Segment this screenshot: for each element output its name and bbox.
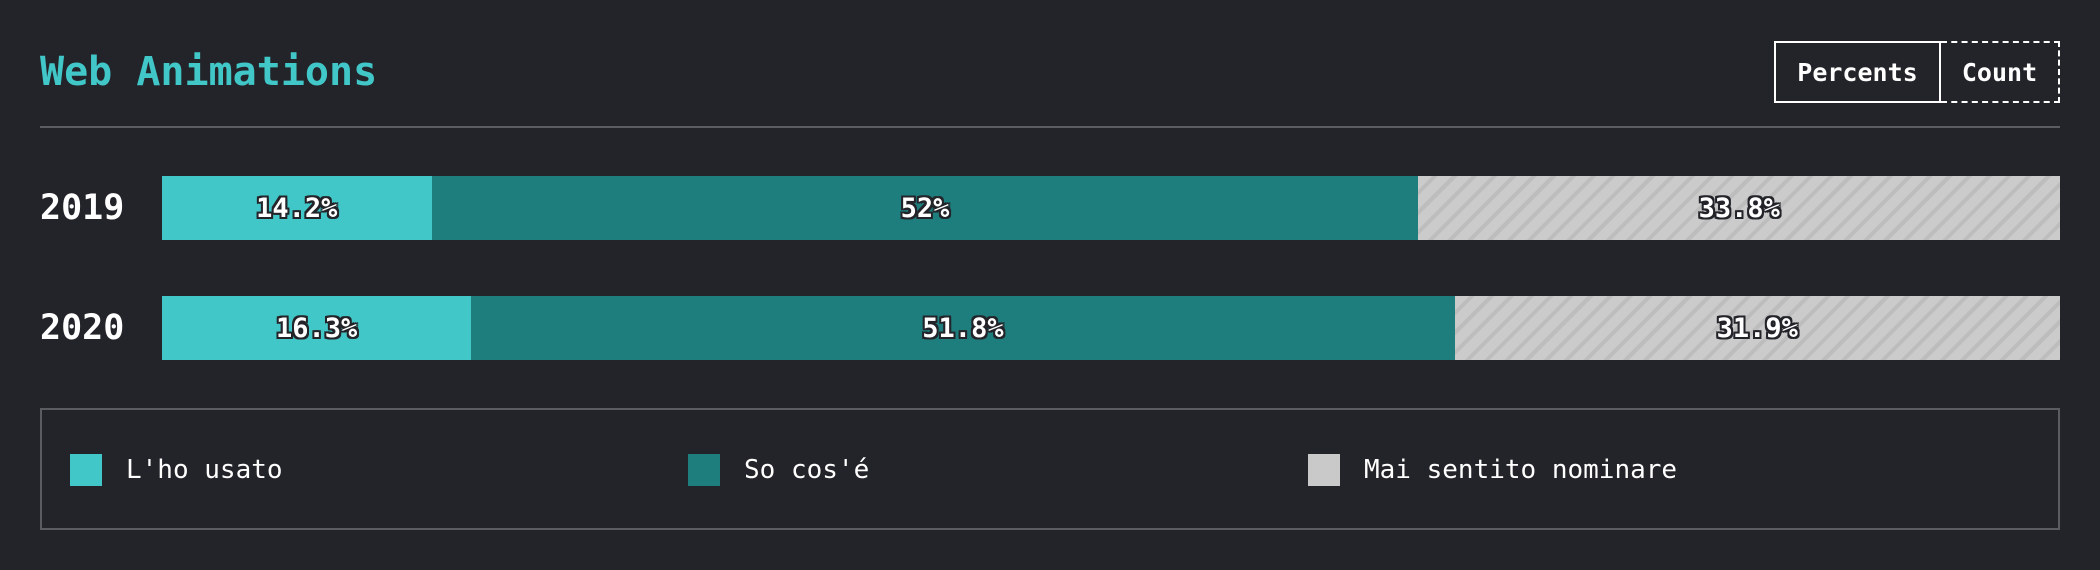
year-label-2020: 2020	[40, 308, 125, 348]
legend-swatch-used	[70, 454, 102, 486]
bar-segment-never-2019[interactable]: 33.8%	[1418, 176, 2060, 240]
legend-swatch-never	[1308, 454, 1340, 486]
chart-legend: L'ho usato So cos'é Mai sentito nominare	[40, 408, 2060, 530]
bar-segment-used-2020[interactable]: 16.3%	[162, 296, 472, 360]
chart-title: Web Animations	[40, 49, 378, 95]
legend-swatch-know	[688, 454, 720, 486]
legend-item-never[interactable]: Mai sentito nominare	[1308, 454, 1677, 486]
bar-row-2020: 16.3% 51.8% 31.9%	[162, 296, 2060, 360]
bar-segment-know-2020[interactable]: 51.8%	[471, 296, 1455, 360]
data-label-know-2019: 52%	[900, 192, 950, 224]
data-label-used-2020: 16.3%	[276, 312, 358, 344]
legend-label-never: Mai sentito nominare	[1364, 455, 1678, 485]
bar-segment-know-2019[interactable]: 52%	[431, 176, 1419, 240]
bar-row-2019: 14.2% 52% 33.8%	[162, 176, 2060, 240]
units-toggle: Percents Count	[1774, 41, 2060, 103]
data-label-used-2019: 14.2%	[256, 192, 338, 224]
legend-item-used[interactable]: L'ho usato	[70, 454, 283, 486]
bar-segment-never-2020[interactable]: 31.9%	[1454, 296, 2060, 360]
count-button[interactable]: Count	[1941, 41, 2060, 103]
data-label-never-2020: 31.9%	[1716, 312, 1798, 344]
year-label-2019: 2019	[40, 188, 125, 228]
data-label-never-2019: 33.8%	[1698, 192, 1780, 224]
bar-segment-used-2019[interactable]: 14.2%	[162, 176, 432, 240]
percents-button[interactable]: Percents	[1774, 41, 1941, 103]
legend-item-know[interactable]: So cos'é	[688, 454, 869, 486]
header-divider	[40, 126, 2060, 128]
data-label-know-2020: 51.8%	[922, 312, 1004, 344]
legend-label-know: So cos'é	[744, 455, 870, 485]
legend-label-used: L'ho usato	[126, 455, 283, 485]
